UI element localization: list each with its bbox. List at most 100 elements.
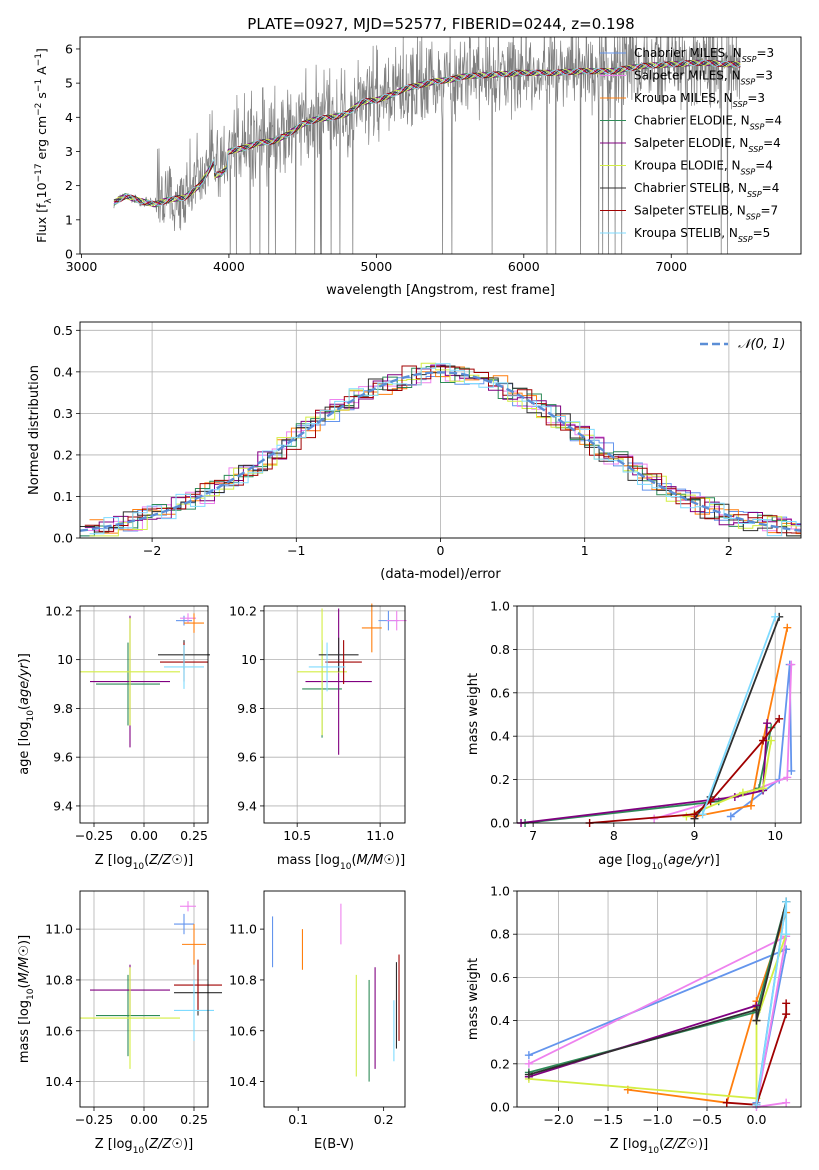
x-tick-label: 0.1 [288,1112,308,1127]
data-point [182,924,206,965]
data-point [174,959,222,1011]
axes-frame [516,890,802,1108]
axes-mass_vs_ebv: 0.1 0.2 10.4 10.6 10.8 11.0 [229,903,400,1127]
model-line [113,60,741,206]
x-axis-label: (data-model)/error [380,567,501,582]
data-point [174,979,214,1041]
x-tick-label: 0.25 [180,828,208,843]
histogram-series [89,366,801,535]
weight-point-marker [759,736,768,745]
y-tick-label: 3 [65,144,73,159]
y-tick-label: 10.2 [229,603,257,618]
x-tick-label: −0.25 [75,828,113,843]
x-tick-label: −1.5 [593,1112,623,1127]
data-point [80,967,180,1069]
x-axis-label: Z [log10(Z/Z☉)] [610,1137,708,1156]
y-tick-label: 1 [65,212,73,227]
y-axis-label: Flux [fλ10−17 erg cm−2 s−1 A−1] [34,48,54,243]
data-point [325,640,362,685]
y-tick-label: 0.1 [53,489,73,504]
x-tick-label: 0.25 [180,1112,208,1127]
y-tick-label: 9.4 [237,798,257,813]
legend-entry: Chabrier MILES, NSSP=3 [634,46,774,64]
x-tick-label: −0.5 [692,1112,722,1127]
y-tick-label: 0.5 [53,323,73,338]
y-tick-label: 0.6 [490,970,510,985]
weight-series-line [528,934,788,1109]
weight-point-marker [690,810,699,819]
grid [80,322,801,539]
y-tick-label: 2 [65,178,73,193]
weight-series-line [520,723,768,824]
y-tick-label: 6 [65,41,73,56]
y-tick-label: 0.3 [53,406,73,421]
grid [80,606,208,823]
y-tick-label: 1.0 [490,599,510,614]
weight-point-marker [746,801,755,810]
weight-series-line [528,901,788,1076]
x-axis-label: wavelength [Angstrom, rest frame] [326,283,555,298]
x-tick-label: 8 [610,828,618,843]
axes-mass_vs_Z: −0.25 0.00 0.25 10.4 10.6 10.8 11.0 [45,891,222,1127]
axes-spectrum: 3000 4000 5000 6000 7000 0 1 2 3 4 5 6 [65,37,741,274]
y-tick-label: 0.8 [490,927,510,942]
axes-frame [79,890,209,1108]
y-tick-label: 10.2 [45,603,73,618]
y-tick-label: 1.0 [490,884,510,899]
x-tick-label: 3000 [66,259,98,274]
data-point [297,608,347,736]
y-tick-label: 10.6 [229,1023,257,1038]
weight-point-marker [771,612,780,621]
y-tick-label: 0.4 [490,1013,510,1028]
data-point [96,642,160,726]
weight-point-marker [524,1070,533,1079]
weight-point-marker [524,1051,533,1060]
weight-point-marker [782,897,791,906]
y-axis-label: mass [log10(M/M☉)] [17,935,36,1063]
legend-entry: Chabrier STELIB, NSSP=4 [634,181,779,199]
x-tick-label: 0.00 [130,1112,158,1127]
x-tick-label: 0.00 [130,828,158,843]
weight-point-marker [726,812,735,821]
weight-point-marker [752,1016,761,1025]
legend-entry: 𝒩(0, 1) [738,337,785,352]
axes-weight_vs_Z: −2.0 −1.5 −1.0 −0.5 0.0 0.0 0.2 0.4 0.6 0.8 1.0 [490,884,801,1127]
histogram-series [80,366,801,537]
y-axis-label: mass weight [466,673,481,755]
x-tick-label: −2 [143,543,161,558]
x-tick-label: 7 [529,828,537,843]
weight-point-marker [782,999,791,1008]
legend-entry: Salpeter STELIB, NSSP=7 [634,204,778,222]
axes-frame [79,321,802,539]
y-tick-label: 10.4 [45,1074,73,1089]
y-tick-label: 0.8 [490,642,510,657]
weight-series-line [730,664,793,818]
y-tick-label: 10 [57,652,73,667]
weight-point-marker [787,766,796,775]
axes-frame [79,36,802,255]
x-tick-label: 0.2 [374,1112,394,1127]
y-tick-label: 0.4 [490,729,510,744]
data-point [305,608,372,755]
x-tick-label: 0 [437,543,445,558]
weight-point-marker [783,623,792,632]
legend-entry: Chabrier ELODIE, NSSP=4 [634,114,782,132]
y-tick-label: 10.8 [229,972,257,987]
normal-curve [80,371,801,532]
x-tick-label: 5000 [360,259,392,274]
weight-point-marker [738,788,747,797]
y-tick-label: 5 [65,76,73,91]
axes-frame [79,605,209,824]
x-tick-label: −1 [287,543,305,558]
y-tick-label: 0.0 [490,816,510,831]
x-tick-label: 10.5 [283,828,311,843]
legend-entry: Kroupa MILES, NSSP=3 [634,91,765,109]
x-axis-label: Z [log10(Z/Z☉)] [95,853,193,872]
grid [264,606,405,823]
y-tick-label: 4 [65,110,73,125]
data-point [80,618,180,726]
y-tick-label: 0.0 [53,531,73,546]
spectrum-data-line [113,37,741,254]
x-tick-label: −0.25 [75,1112,113,1127]
y-tick-label: 0.6 [490,685,510,700]
